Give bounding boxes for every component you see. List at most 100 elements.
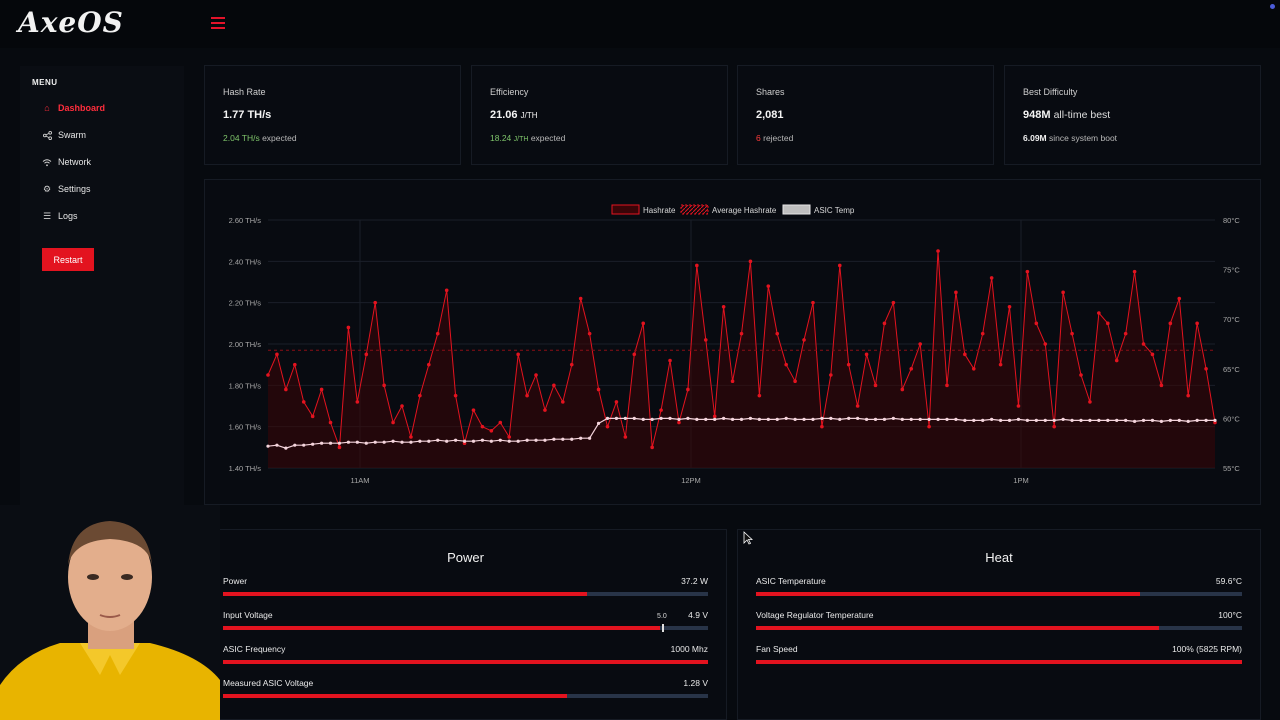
hashrate-point (971, 367, 976, 371)
hashrate-point (587, 331, 592, 336)
hashrate-chart: Hashrate Average Hashrate ASIC Temp 2.60… (229, 204, 1240, 485)
asic-temp-point (873, 417, 878, 421)
hashrate-point (578, 296, 583, 301)
restart-button[interactable]: Restart (42, 248, 94, 271)
asic-temp-point (784, 416, 788, 420)
y-left-tick-label: 1.60 TH/s (229, 423, 262, 432)
asic-temp-point (864, 417, 869, 421)
y-left-tick-label: 1.40 TH/s (229, 464, 262, 473)
hash-rate-value: 1.77 TH/s (223, 109, 272, 121)
asic-temp-point (462, 439, 467, 443)
webcam-overlay (0, 505, 220, 720)
hashrate-point (739, 331, 744, 336)
asic-temp-point (489, 439, 493, 443)
asic-temp-point (722, 416, 726, 420)
asic-temp-point (1016, 417, 1021, 421)
hashrate-point (1016, 404, 1021, 408)
sidebar-item-settings[interactable]: ⚙ Settings (42, 181, 91, 197)
hashrate-point (319, 387, 324, 392)
asic-temp-point (579, 436, 583, 440)
hashrate-point (1070, 331, 1074, 336)
asic-temp-point (311, 442, 315, 446)
hashrate-point (855, 404, 860, 408)
asic-temp-point (820, 416, 824, 420)
asic-temp-point (445, 439, 449, 443)
hashrate-point (266, 373, 270, 377)
menu-toggle-icon[interactable] (211, 17, 225, 29)
hashrate-point (409, 435, 413, 439)
hashrate-point (846, 362, 851, 367)
hashrate-point (927, 424, 931, 429)
hashrate-point (1150, 352, 1155, 357)
progress-track (223, 694, 708, 698)
sidebar-item-logs[interactable]: ☰ Logs (42, 208, 78, 224)
hash-rate-expected: 2.04 TH/s expected (223, 133, 297, 143)
progress-fill (756, 626, 1160, 630)
asic-temp-point (1132, 419, 1137, 423)
sidebar-item-dashboard[interactable]: ⌂ Dashboard (42, 100, 105, 116)
asic-temp-point (775, 417, 779, 421)
hashrate-point (284, 387, 288, 392)
asic-temp-point (713, 417, 717, 421)
list-icon: ☰ (42, 210, 52, 221)
row-value: 1000 Mhz (670, 644, 708, 654)
sidebar-item-network[interactable]: Network (42, 154, 91, 170)
hashrate-point (998, 362, 1003, 367)
hashrate-point (301, 400, 306, 404)
status-dot (1270, 4, 1275, 9)
asic-temp-point (1115, 418, 1119, 422)
asic-temp-point (320, 441, 324, 445)
hashrate-point (918, 342, 922, 346)
legend-average-hashrate[interactable]: Average Hashrate (680, 204, 777, 215)
asic-temp-point (748, 416, 753, 420)
sidebar-item-swarm[interactable]: Swarm (42, 127, 86, 143)
asic-temp-point (1025, 418, 1029, 422)
hashrate-point (721, 305, 726, 309)
home-icon: ⌂ (44, 103, 50, 113)
asic-temp-point (632, 416, 636, 420)
asic-temp-point (1186, 419, 1190, 423)
hashrate-point (712, 414, 717, 419)
measured-asic-voltage-row: Measured ASIC Voltage 1.28 V (223, 678, 708, 706)
menu-title: MENU (32, 78, 58, 87)
sidebar-item-label: Network (58, 157, 92, 167)
hashrate-point (605, 424, 610, 429)
shares-rejected: 6 rejected (756, 133, 794, 143)
hashrate-point (346, 325, 351, 330)
hashrate-point (900, 387, 905, 392)
asic-temp-point (436, 438, 440, 442)
asic-temp-point (650, 417, 654, 421)
shares-card: Shares 2,081 6 rejected (737, 65, 994, 165)
legend-hashrate[interactable]: Hashrate (611, 204, 676, 215)
mouse-cursor-icon (743, 531, 753, 545)
best-difficulty-value: 948M all-time best (1023, 109, 1111, 121)
hashrate-point (435, 331, 440, 336)
asic-temp-point (552, 437, 556, 441)
y-right-tick-label: 80°C (1223, 216, 1240, 225)
legend-asic-temp[interactable]: ASIC Temp (782, 204, 855, 215)
asic-temp-point (480, 438, 485, 442)
vr-temperature-row: Voltage Regulator Temperature 100°C (756, 610, 1242, 638)
hashrate-point (837, 263, 842, 268)
hashrate-point (293, 362, 297, 367)
app-logo[interactable]: AxeOS (18, 6, 124, 39)
hashrate-point (623, 435, 628, 439)
asic-temp-point (1070, 418, 1074, 422)
asic-temp-point (1124, 418, 1128, 422)
asic-temp-point (847, 416, 851, 420)
shares-value: 2,081 (756, 109, 784, 121)
hashrate-point (980, 331, 985, 336)
asic-temp-point (328, 441, 333, 445)
efficiency-value: 21.06 J/TH (490, 109, 538, 121)
asic-temp-point (918, 417, 922, 421)
progress-fill (223, 592, 587, 596)
hashrate-point (489, 429, 494, 433)
hashrate-point (954, 290, 958, 295)
x-tick-label: 1PM (1013, 476, 1028, 485)
hashrate-point (543, 408, 547, 412)
asic-temp-point (829, 416, 833, 420)
asic-temp-point (927, 417, 931, 421)
asic-temp-point (1052, 418, 1056, 422)
hashrate-point (641, 321, 646, 326)
asic-temp-point (614, 416, 619, 420)
